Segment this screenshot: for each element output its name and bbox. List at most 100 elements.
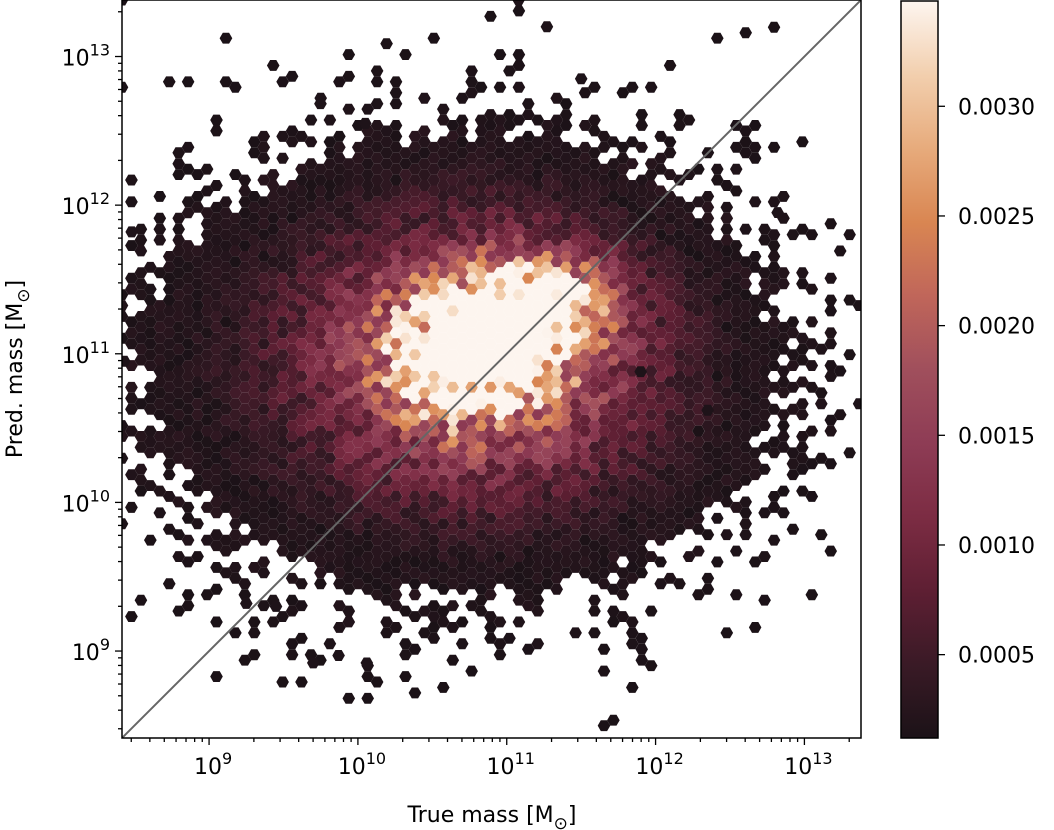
hexbin-cell [673,469,686,481]
hexbin-cell [437,463,450,475]
hexbin-cell [616,338,630,350]
hexbin-cell [418,354,431,366]
hexbin-cell [210,485,223,497]
hexbin-cell [323,354,337,366]
hexbin-cell [134,463,148,475]
hexbin-cell [162,305,176,317]
hexbin-cell [616,589,630,601]
hexbin-cell [559,392,573,404]
hexbin-cell [408,567,422,579]
hexbin-cell [692,251,705,262]
hexbin-cell [578,207,592,219]
hexbin-cell [351,261,365,273]
hexbin-cell [493,529,507,541]
hexbin-cell [181,414,195,426]
hexbin-cell [380,332,393,344]
hexbin-cell [607,311,620,322]
hexbin-cell [654,130,667,142]
hexbin-cell [635,523,648,535]
hexbin-cell [361,431,374,442]
hexbin-cell [446,207,460,219]
hexbin-cell [512,431,526,442]
hexbin-cell [569,332,582,344]
hexbin-cell [541,196,554,208]
hexbin-cell [578,218,592,230]
hexbin-cell [389,600,403,612]
hexbin-cell [503,381,516,393]
hexbin-cell [389,316,403,328]
hexbin-cell [720,212,734,224]
hexbin-cell [531,376,545,388]
hexbin-cell [701,234,715,246]
hexbin-cell [758,321,771,333]
hexbin-cell [370,589,384,601]
hexbin-cell [342,278,356,290]
hexbin-cell [427,381,441,393]
hexbin-cell [588,507,601,519]
hexbin-cell [682,267,696,279]
hexbin-cell [522,381,535,393]
hexbin-cell [569,507,582,519]
hexbin-cell [361,518,374,530]
hexbin-cell [569,158,582,170]
hexbin-cell [191,321,204,333]
hexbin-cell [295,512,308,524]
hexbin-cell [342,256,356,268]
hexbin-cell [748,403,762,415]
hexbin-cell [285,540,299,552]
hexbin-cell [711,425,724,437]
hexbin-cell [720,311,734,322]
hexbin-cell [418,278,431,290]
hexbin-cell [465,251,478,262]
hexbin-cell [739,398,752,410]
hexbin-cell [427,425,441,437]
hexbin-cell [531,343,545,355]
hexbin-cell [767,501,781,513]
hexbin-cell [739,409,752,421]
hexbin-cell [541,436,554,448]
hexbin-cell [276,381,289,393]
hexbin-cell [559,381,573,393]
hexbin-cell [578,338,592,350]
hexbin-cell [446,425,460,437]
hexbin-cell [815,398,828,410]
hexbin-cell [805,229,819,241]
hexbin-cell [786,316,800,328]
hexbin-cell [276,294,289,306]
hexbin-cell [200,414,214,426]
hexbin-cell [248,136,261,148]
hexbin-cell [361,387,374,399]
hexbin-cell [285,365,299,377]
hexbin-cell [550,485,563,497]
hexbin-cell [219,534,233,546]
hexbin-cell [210,376,223,388]
hexbin-cell [351,436,365,448]
hexbin-cell [181,403,195,415]
hexbin-cell [446,338,460,350]
hexbin-cell [484,534,497,546]
hexbin-cell [503,207,516,219]
hexbin-cell [370,501,384,513]
hexbin-cell [389,436,403,448]
hexbin-cell [663,147,677,159]
hexbin-cell [200,229,214,241]
hexbin-cell [361,234,374,246]
hexbin-cell [607,321,620,333]
hexbin-cell [389,512,403,524]
hexbin-cell [370,381,384,393]
hexbin-cell [474,387,488,399]
colorbar-tick-label: 0.0015 [958,424,1035,449]
hexbin-cell [465,425,478,437]
hexbin-cell [484,447,497,459]
hexbin-cell [522,545,535,557]
hexbin-cell [266,343,280,355]
hexbin-cell [588,311,601,322]
hexbin-cell [238,272,252,284]
hexbin-cell [550,431,563,442]
hexbin-cell [635,174,648,186]
hexbin-cell [446,436,460,448]
hexbin-cell [427,632,441,644]
hexbin-cell [541,174,554,186]
y-tick-label: 1010 [62,486,110,517]
